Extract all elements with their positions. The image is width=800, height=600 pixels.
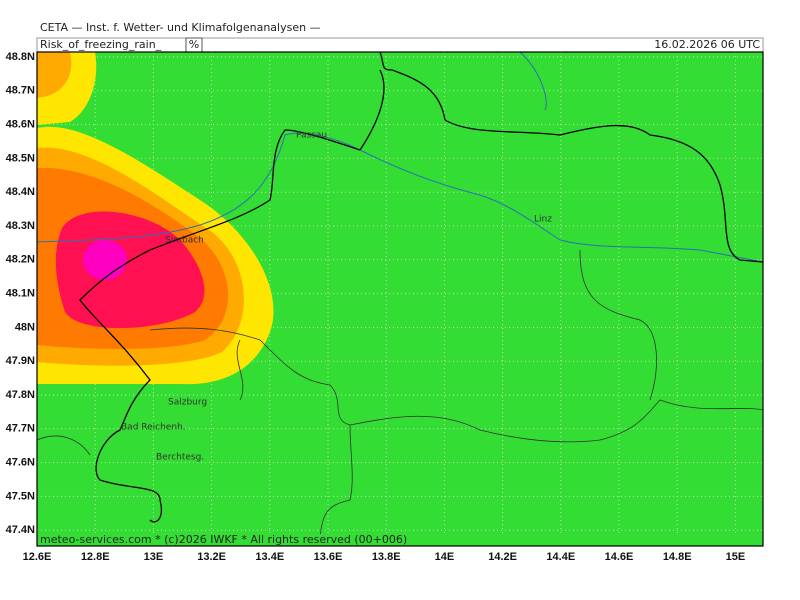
lat-label: 47.4N (6, 524, 35, 536)
lon-label: 13.4E (255, 551, 284, 563)
axis-labels: 48.8N 48.7N 48.6N 48.5N 48.4N 48.3N 48.2N 48.1N… (6, 51, 746, 563)
lon-label: 13.6E (314, 551, 343, 563)
lat-label: 48.7N (6, 85, 35, 97)
unit: % (189, 38, 199, 51)
city-label: Passau (296, 131, 327, 141)
lat-label: 48.3N (6, 220, 35, 232)
risk-40 (55, 211, 205, 329)
lat-label: 48N (15, 321, 35, 333)
lon-label: 12.6E (23, 551, 52, 563)
lat-label: 47.6N (6, 457, 35, 469)
lat-label: 47.5N (6, 490, 35, 502)
lon-label: 14.6E (605, 551, 634, 563)
city-label: Bad Reichenh. (121, 423, 186, 433)
map-title: Risk_of_freezing_rain_ (40, 38, 162, 51)
city-label: Simbach (165, 236, 204, 246)
lon-label: 12.8E (81, 551, 110, 563)
lat-label: 48.2N (6, 254, 35, 266)
border (79, 69, 385, 523)
border (379, 52, 763, 263)
cities: Passau Simbach Linz Salzburg Bad Reichenh. Be… (121, 131, 552, 463)
lat-label: 48.4N (6, 186, 35, 198)
frame (36, 51, 764, 547)
lat-label: 47.8N (6, 389, 35, 401)
risk-20 (37, 52, 72, 98)
lat-label: 48.6N (6, 119, 35, 131)
footer-band (37, 534, 763, 546)
lon-label: 13.2E (197, 551, 226, 563)
lon-label: 14.2E (488, 551, 517, 563)
city-label: Berchtesg. (156, 453, 204, 463)
copyright: meteo-services.com * (c)2026 IWKF * All … (40, 533, 407, 546)
lat-label: 47.7N (6, 423, 35, 435)
lat-label: 48.8N (6, 51, 35, 63)
institute: CETA — Inst. f. Wetter- und Klimafolgena… (40, 21, 321, 34)
lon-label: 13.8E (372, 551, 401, 563)
date: 16.02.2026 06 UTC (654, 38, 760, 51)
lat-label: 48.1N (6, 288, 35, 300)
lon-label: 14E (435, 551, 455, 563)
city-label: Linz (534, 215, 552, 225)
region-border (37, 249, 763, 546)
river (519, 52, 547, 111)
lon-label: 14.8E (663, 551, 692, 563)
lon-label: 14.4E (546, 551, 575, 563)
map-area: Passau Simbach Linz Salzburg Bad Reichenh. Be… (37, 52, 763, 546)
lon-label: 15E (726, 551, 746, 563)
lat-label: 47.9N (6, 355, 35, 367)
risk-50 (83, 240, 127, 280)
lat-label: 48.5N (6, 152, 35, 164)
city-label: Salzburg (168, 398, 207, 408)
lon-label: 13E (144, 551, 164, 563)
